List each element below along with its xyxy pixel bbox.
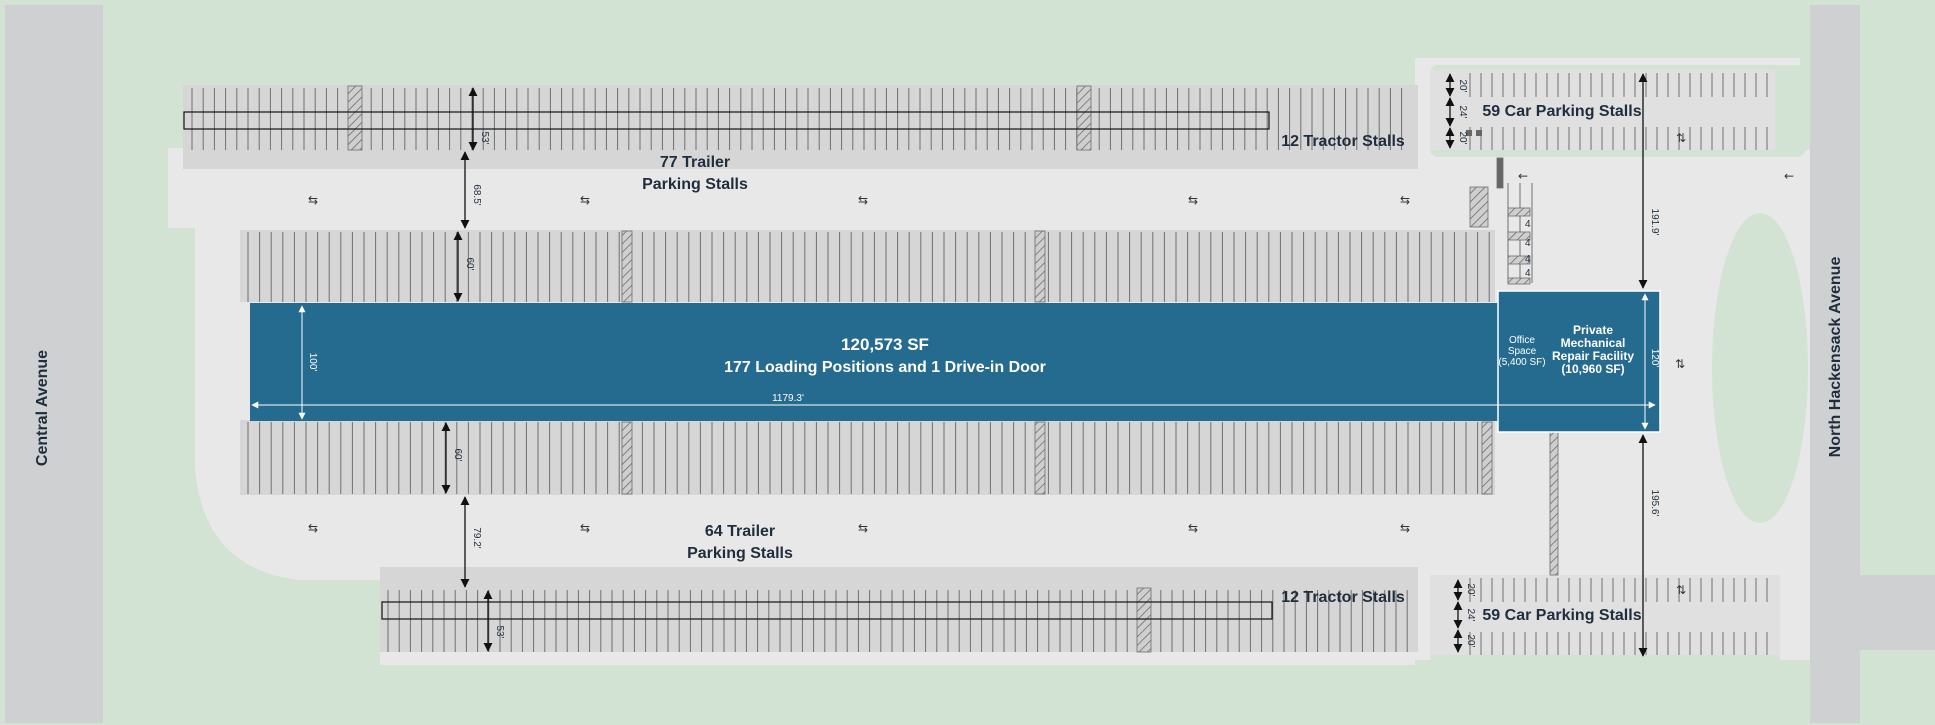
two-way-arrow-icon: ⇆ — [1188, 193, 1198, 207]
north-dock-bay — [240, 230, 1495, 302]
north-trailer-stalls-label: 77 Trailer — [660, 154, 730, 171]
north-car-stalls-label: 59 Car Parking Stalls — [1482, 103, 1641, 120]
small-marker — [1476, 130, 1482, 136]
landscape-island — [1712, 213, 1808, 523]
hatched-island — [1034, 421, 1046, 495]
south-tractor-stall-outline — [381, 601, 1273, 620]
repair-facility-label: Private — [1573, 323, 1613, 337]
accessible-mark: 4 — [1525, 254, 1531, 265]
accessible-stall-hatch — [1507, 231, 1531, 241]
north-tractor-stall-outline — [183, 111, 1270, 130]
office-space-label-line2: Space — [1508, 346, 1537, 357]
hatched-island — [1034, 230, 1046, 303]
south-drive-aisle-label: 79.2' — [471, 527, 482, 548]
office-space-label: Office — [1509, 335, 1535, 346]
repair-facility-label-line3: Repair Facility — [1552, 349, 1634, 363]
road-label-north-hackensack-avenue: North Hackensack Avenue — [1827, 257, 1844, 458]
south-trailer-stalls-label: 64 Trailer — [705, 523, 775, 540]
building-length-dim-label: 1179.3' — [772, 393, 804, 404]
accessible-stall-hatch — [1507, 255, 1531, 265]
hatched-walkway — [1549, 429, 1559, 576]
north-south-arrow-icon: ⇅ — [1675, 357, 1685, 371]
two-way-arrow-icon: ⇆ — [1188, 521, 1198, 535]
north-trailer-bay — [183, 85, 1418, 169]
accessible-stall-hatch — [1507, 207, 1531, 217]
building-depth-dim-label: 100' — [307, 353, 318, 372]
two-way-arrow-icon: ⇆ — [1400, 521, 1410, 535]
south-setback-label: 195.6' — [1649, 490, 1660, 517]
south-car-stalls-label: 59 Car Parking Stalls — [1482, 607, 1641, 624]
left-arrow-icon: ← — [1784, 169, 1794, 183]
road-label-central-avenue: Central Avenue — [34, 350, 51, 466]
north-tractor-stalls-label: 12 Tractor Stalls — [1281, 133, 1405, 150]
road-central-avenue — [5, 5, 103, 723]
south-dock-bay — [240, 420, 1495, 495]
north-trailer-stalls-label-line2: Parking Stalls — [642, 176, 748, 193]
car-stall-dim-label: 20' — [1457, 79, 1468, 92]
south-trailer-stalls-label-line2: Parking Stalls — [687, 545, 793, 562]
repair-facility-label-line4: (10,960 SF) — [1561, 362, 1624, 376]
accessible-stall-hatch — [1507, 277, 1531, 285]
south-trailer-bay — [380, 567, 1418, 652]
road-connector-north — [1860, 575, 1935, 650]
south-tractor-stalls-label: 12 Tractor Stalls — [1281, 589, 1405, 606]
hatched-island — [1469, 186, 1489, 228]
two-way-arrow-icon: ⇆ — [580, 193, 590, 207]
north-truck-court-label: 60' — [464, 257, 475, 270]
north-south-arrow-icon: ⇅ — [1676, 131, 1686, 145]
hatched-island — [621, 421, 633, 495]
two-way-arrow-icon: ⇆ — [308, 521, 318, 535]
hatched-island — [1136, 587, 1152, 653]
accessible-mark: 4 — [1525, 219, 1531, 230]
car-stall-dim-label: 20' — [1457, 131, 1468, 144]
annex-depth-dim-label: 120' — [1649, 349, 1660, 368]
building-annex — [1497, 290, 1661, 433]
north-setback-label: 191.9' — [1649, 209, 1660, 236]
two-way-arrow-icon: ⇆ — [1400, 193, 1410, 207]
repair-facility-label-line2: Mechanical — [1561, 336, 1626, 350]
accessible-mark: 4 — [1525, 268, 1531, 279]
two-way-arrow-icon: ⇆ — [308, 193, 318, 207]
two-way-arrow-icon: ⇆ — [858, 193, 868, 207]
hatched-island — [1481, 421, 1493, 495]
south-truck-court-label: 60' — [452, 448, 463, 461]
warehouse-building — [250, 303, 1498, 421]
south-car-bay — [1430, 575, 1780, 655]
two-way-arrow-icon: ⇆ — [858, 521, 868, 535]
office-space-label-line3: (5,400 SF) — [1498, 357, 1545, 368]
hatched-island — [1496, 157, 1504, 189]
car-aisle-dim-label-south: 24' — [1465, 608, 1476, 621]
south-stall-depth-label: 53' — [494, 625, 505, 638]
car-aisle-dim-label: 24' — [1457, 105, 1468, 118]
north-stall-depth-label: 53' — [479, 131, 490, 144]
road-north-hackensack-avenue — [1810, 5, 1860, 723]
north-south-arrow-icon: ⇅ — [1676, 583, 1686, 597]
two-way-arrow-icon: ⇆ — [580, 521, 590, 535]
north-drive-aisle-label: 68.5' — [471, 184, 482, 205]
building-loading-label: 177 Loading Positions and 1 Drive-in Doo… — [724, 359, 1046, 376]
left-arrow-icon: ← — [1518, 169, 1528, 183]
car-stall-dim-label-south: 20' — [1465, 583, 1476, 596]
building-area-label: 120,573 SF — [841, 335, 929, 354]
hatched-island — [347, 85, 363, 151]
accessible-mark: 4 — [1525, 238, 1531, 249]
small-marker — [1466, 130, 1472, 136]
hatched-island — [621, 230, 633, 303]
dimension-lines — [441, 73, 1648, 657]
hatched-islands — [347, 85, 1559, 653]
car-stall-dim-label-south: 20' — [1465, 634, 1476, 647]
stall-lines — [191, 73, 1768, 655]
hatched-island — [1076, 85, 1092, 151]
